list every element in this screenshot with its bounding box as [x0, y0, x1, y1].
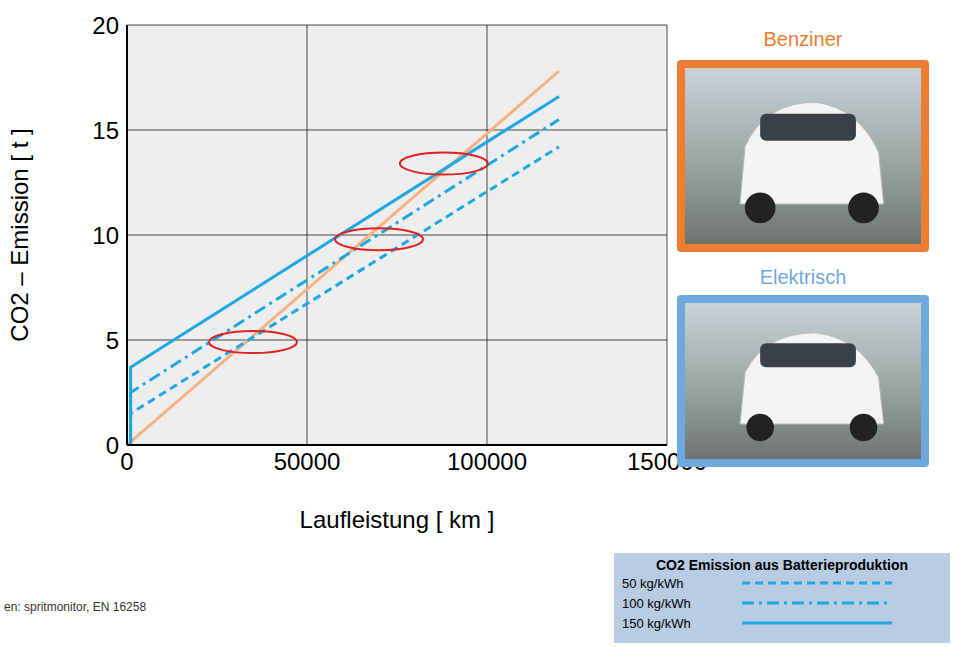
html-text:50 kg/kWh: 50 kg/kWh	[622, 575, 684, 591]
html-text:CO2 Emission aus Batterieprodu: CO2 Emission aus Batterieproduktion	[656, 557, 908, 573]
svg-text:0: 0	[120, 448, 133, 475]
svg-text:50000: 50000	[274, 448, 341, 475]
svg-text:0: 0	[106, 432, 119, 459]
svg-text:100000: 100000	[447, 448, 527, 475]
svg-text:10: 10	[92, 222, 119, 249]
svg-text:20: 20	[92, 12, 119, 39]
svg-text:5: 5	[106, 327, 119, 354]
svg-text:CO2 – Emission [ t ]: CO2 – Emission [ t ]	[6, 128, 33, 341]
svg-text:15: 15	[92, 117, 119, 144]
svg-text:Laufleistung [ km ]: Laufleistung [ km ]	[300, 506, 495, 533]
html-text:100 kg/kWh: 100 kg/kWh	[622, 595, 691, 611]
html-text:Elektrisch: Elektrisch	[759, 266, 847, 288]
html-text:150 kg/kWh: 150 kg/kWh	[622, 615, 691, 631]
html-text:en: spritmonitor, EN 16258: en: spritmonitor, EN 16258	[4, 600, 147, 614]
svg-text:150000: 150000	[627, 448, 707, 475]
html-text:Benziner: Benziner	[763, 28, 843, 50]
